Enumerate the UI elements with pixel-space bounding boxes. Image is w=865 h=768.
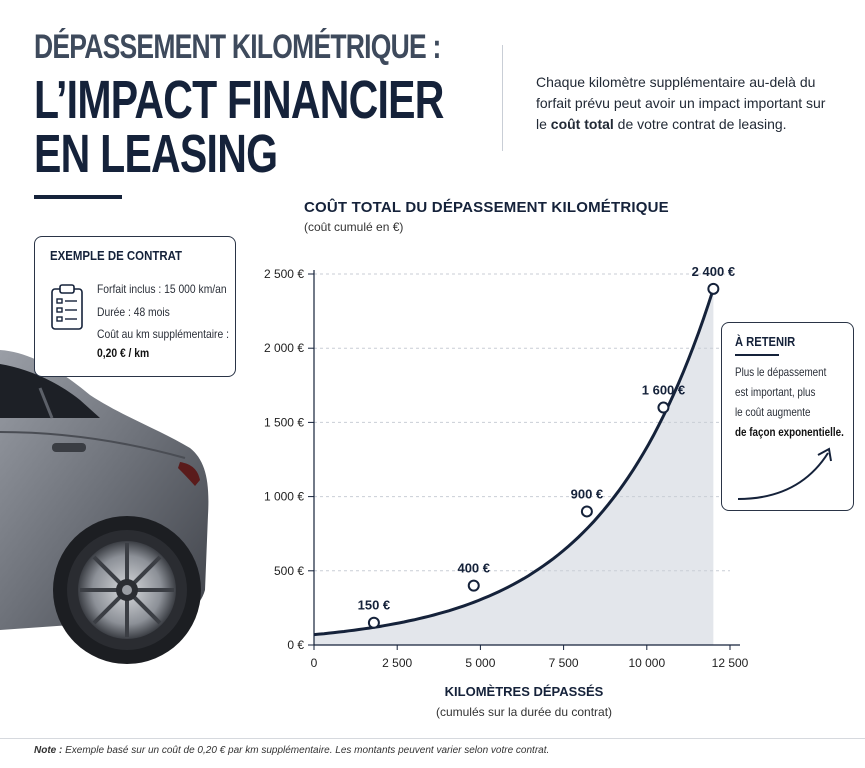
footnote-label: Note : xyxy=(34,745,63,756)
data-label: 150 € xyxy=(358,598,391,613)
y-tick-label: 0 € xyxy=(287,638,304,652)
retain-box: À RETENIR Plus le dépassement est import… xyxy=(721,322,854,511)
intro-part-2: de votre contrat de leasing. xyxy=(613,116,787,132)
title-line-1: DÉPASSEMENT KILOMÉTRIQUE : xyxy=(34,28,441,66)
data-point xyxy=(707,282,720,295)
intro-part-1: Chaque kilomètre supplémentaire au-delà … xyxy=(536,74,826,132)
retain-line-3: le coût augmente xyxy=(735,405,811,419)
contract-line-2: Durée : 48 mois xyxy=(97,305,170,319)
contract-line-4: 0,20 € / km xyxy=(97,346,150,360)
contract-example-box: EXEMPLE DE CONTRAT Forfait inclus : 15 0… xyxy=(34,236,236,377)
x-tick-label: 10 000 xyxy=(628,656,665,670)
y-tick-label: 500 € xyxy=(274,564,304,578)
retain-box-title: À RETENIR xyxy=(735,334,796,349)
y-tick-label: 2 000 € xyxy=(264,341,304,355)
intro-bold: coût total xyxy=(550,116,614,132)
retain-line-4: de façon exponentielle. xyxy=(735,425,844,439)
header-separator xyxy=(502,45,503,151)
chart-subtitle: (coût cumulé en €) xyxy=(304,220,404,234)
y-tick-label: 1 500 € xyxy=(264,415,304,429)
car-image xyxy=(0,350,209,664)
data-point xyxy=(657,401,670,414)
x-tick-label: 12 500 xyxy=(712,656,749,670)
clipboard-icon xyxy=(51,284,83,330)
data-point xyxy=(467,579,480,592)
intro-text: Chaque kilomètre supplémentaire au-delà … xyxy=(536,72,836,135)
chart-title: COÛT TOTAL DU DÉPASSEMENT KILOMÉTRIQUE xyxy=(304,199,669,216)
data-label: 400 € xyxy=(457,561,490,576)
retain-title-underline xyxy=(735,354,779,356)
curved-arrow-up-icon xyxy=(737,447,832,500)
note-separator xyxy=(0,738,865,739)
area-fill xyxy=(314,288,714,645)
retain-line-1: Plus le dépassement xyxy=(735,365,827,379)
title-line-3: EN LEASING xyxy=(34,124,278,184)
retain-line-2: est important, plus xyxy=(735,385,816,399)
x-tick-label: 5 000 xyxy=(465,656,495,670)
title-underline xyxy=(34,195,122,199)
data-label: 1 600 € xyxy=(642,383,685,398)
y-tick-label: 1 000 € xyxy=(264,490,304,504)
x-tick-label: 7 500 xyxy=(549,656,579,670)
data-point xyxy=(367,616,380,629)
contract-box-title: EXEMPLE DE CONTRAT xyxy=(50,248,182,263)
data-label: 2 400 € xyxy=(692,264,735,279)
footnote-text: Exemple basé sur un coût de 0,20 € par k… xyxy=(62,745,550,756)
data-label: 900 € xyxy=(571,486,604,501)
series-line xyxy=(313,288,715,637)
x-axis-sublabel: (cumulés sur la durée du contrat) xyxy=(435,705,613,719)
x-tick-label: 2 500 xyxy=(382,656,412,670)
x-axis-label: KILOMÈTRES DÉPASSÉS xyxy=(444,684,604,699)
y-tick-label: 2 500 € xyxy=(264,267,304,281)
contract-line-1: Forfait inclus : 15 000 km/an xyxy=(97,282,227,296)
title-line-2: L’IMPACT FINANCIER xyxy=(34,70,444,130)
footnote: Note : Exemple basé sur un coût de 0,20 … xyxy=(34,745,549,756)
x-tick-label: 0 xyxy=(311,656,318,670)
contract-line-3: Coût au km supplémentaire : xyxy=(97,327,229,341)
data-point xyxy=(580,505,593,518)
